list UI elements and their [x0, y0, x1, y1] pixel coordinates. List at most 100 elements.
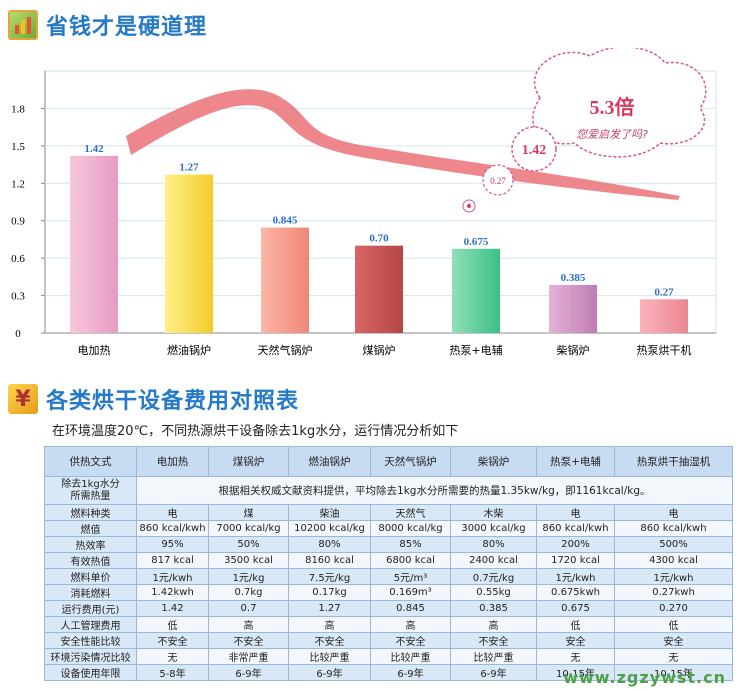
table-row: 环境污染情况比较无非常严重 比较严重 比较严重 比较严重无无: [44, 648, 733, 665]
table-cell: 0.385: [450, 600, 537, 617]
row-label: 设备使用年限: [44, 664, 137, 681]
bar-0: [70, 155, 118, 333]
table-cell: 1.27: [288, 600, 371, 617]
bubble-small-value: 0.27: [490, 176, 506, 186]
table-cell: 6-9年: [370, 664, 451, 681]
header-cell: 煤锅炉: [208, 446, 289, 477]
table-cell: 860 kcal/kwh: [136, 520, 209, 537]
table-cell: 10-15年: [536, 664, 615, 681]
table-cell: 200%: [536, 536, 615, 553]
table-cell: 电: [614, 504, 733, 521]
bubble-big: [511, 126, 557, 172]
table-cell: 不安全: [370, 632, 451, 649]
table-cell: 电: [536, 504, 615, 521]
table-cell: 无: [136, 648, 209, 665]
intro-text: 在环境温度20℃，不同热源烘干设备除去1kg水分，运行情况分析如下: [52, 424, 459, 439]
table-cell: 860 kcal/kwh: [614, 520, 733, 537]
table-cell: 6-9年: [288, 664, 371, 681]
table-cell: 高: [208, 616, 289, 633]
data-label-6: 0.27: [654, 286, 674, 298]
table-cell: 6-9年: [450, 664, 537, 681]
table-cell: 电: [136, 504, 209, 521]
table-cell: 不安全: [288, 632, 371, 649]
table-cell: 6800 kcal: [370, 552, 451, 569]
row-label: 人工管理费用: [44, 616, 137, 633]
row-label: 消耗燃料: [44, 584, 137, 601]
table-cell: 0.7kg: [208, 584, 289, 601]
table-cell: 0.270: [614, 600, 733, 617]
table-cell: 0.7: [208, 600, 289, 617]
cost-bar-chart: 0 0.3 0.6 0.9 1.2 1.5 1.8 5.3倍 您爱启发了吗? 1.42 0.…: [0, 48, 740, 370]
table-section-title: 各类烘干设备费用对照表: [46, 389, 300, 414]
chart-section-header: 省钱才是硬道理: [8, 8, 207, 42]
heat-requirement-text: 根据相关权威文献资料提供，平均除去1kg水分所需要的热量1.35kw/kg，即1…: [136, 476, 733, 505]
row-label: 除去1kg水分 所需热量: [44, 476, 137, 505]
table-cell: 2400 kcal: [450, 552, 537, 569]
table-cell: 1.42kwh: [136, 584, 209, 601]
table-cell: 高: [288, 616, 371, 633]
table-cell: 860 kcal/kwh: [536, 520, 615, 537]
category-label-5: 柴锅炉: [557, 343, 590, 357]
table-cell: 木柴: [450, 504, 537, 521]
heat-requirement-row: 除去1kg水分 所需热量 根据相关权威文献资料提供，平均除去1kg水分所需要的热量…: [44, 476, 733, 505]
table-cell: 0.27kwh: [614, 584, 733, 601]
table-cell: 10-15年: [614, 664, 733, 681]
bar-3: [355, 245, 403, 333]
table-cell: 4300 kcal: [614, 552, 733, 569]
row-label: 运行费用(元): [44, 600, 137, 617]
y-tick-label: 1.2: [11, 178, 25, 190]
bubble-small: [482, 164, 514, 196]
table-cell: 安全: [536, 632, 615, 649]
table-cell: 低: [614, 616, 733, 633]
bar-6: [640, 299, 688, 333]
bubble-big-value: 1.42: [522, 143, 547, 158]
cloud-subtext: 您爱启发了吗?: [576, 128, 648, 141]
table-cell: 天然气: [370, 504, 451, 521]
y-tick-label: 0.6: [11, 253, 25, 265]
table-cell: 比较严重: [450, 648, 537, 665]
table-cell: 7.5元/kg: [288, 568, 371, 585]
table-cell: 5元/m³: [370, 568, 451, 585]
table-cell: 不安全: [450, 632, 537, 649]
row-label: 有效热值: [44, 552, 137, 569]
thought-cloud: [532, 48, 707, 158]
table-row: 燃料单价 1元/kwh 1元/kg 7.5元/kg 5元/m³ 0.7元/kg 1元/kwh…: [44, 568, 733, 585]
bar-1: [165, 174, 213, 333]
table-cell: 安全: [614, 632, 733, 649]
category-label-2: 天然气锅炉: [258, 343, 313, 357]
table-row: 设备使用年限 5-8年 6-9年 6-9年 6-9年 6-9年 10-15年 10-15年: [44, 664, 733, 681]
header-cell: 供热文式: [44, 446, 137, 477]
table-cell: 低: [136, 616, 209, 633]
data-label-3: 0.70: [369, 233, 389, 245]
yen-glyph: ¥: [15, 386, 31, 412]
table-cell: 高: [450, 616, 537, 633]
table-cell: 80%: [288, 536, 371, 553]
table-cell: 500%: [614, 536, 733, 553]
table-cell: 1元/kwh: [614, 568, 733, 585]
table-cell: 0.55kg: [450, 584, 537, 601]
table-cell: 1元/kwh: [136, 568, 209, 585]
bar-5: [549, 284, 597, 333]
category-label-3: 煤锅炉: [363, 344, 396, 357]
bar-4: [452, 248, 500, 333]
table-cell: 8160 kcal: [288, 552, 371, 569]
table-cell: 0.845: [370, 600, 451, 617]
y-tick-label: 0.3: [11, 291, 25, 303]
data-label-4: 0.675: [464, 236, 489, 248]
table-cell: 5-8年: [136, 664, 209, 681]
table-cell: 6-9年: [208, 664, 289, 681]
row-label: 燃料单价: [44, 568, 137, 585]
category-label-1: 燃油锅炉: [167, 343, 211, 357]
bar-chart-icon: [8, 10, 38, 40]
data-label-0: 1.42: [84, 143, 104, 155]
table-row: 运行费用(元) 1.42 0.7 1.27 0.845 0.385 0.675 0.270: [44, 600, 733, 617]
header-cell: 燃油锅炉: [288, 446, 371, 477]
chart-section-title: 省钱才是硬道理: [46, 15, 208, 40]
table-cell: 0.17kg: [288, 584, 371, 601]
table-row: 燃值 860 kcal/kwh 7000 kcal/kg 10200 kcal/kg 8…: [44, 520, 733, 537]
row-label: 燃料种类: [44, 504, 137, 521]
table-cell: 不安全: [136, 632, 209, 649]
table-cell: 8000 kcal/kg: [370, 520, 451, 537]
row-label: 环境污染情况比较: [44, 648, 137, 665]
y-tick-label: 1.8: [11, 103, 25, 115]
